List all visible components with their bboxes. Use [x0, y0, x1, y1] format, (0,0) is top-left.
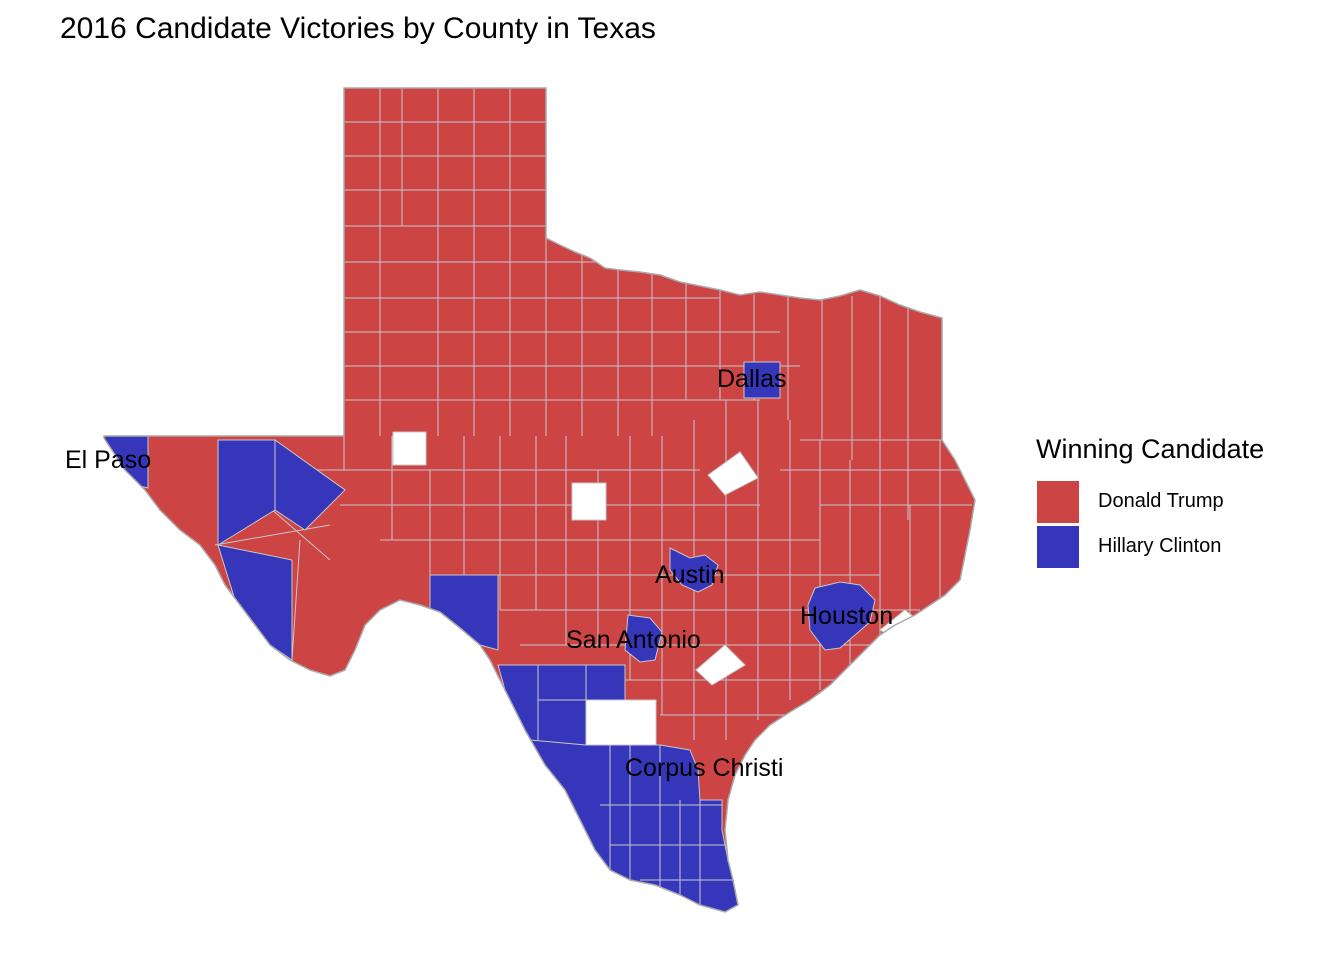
county-brewster [217, 544, 293, 661]
city-label-san-antonio: San Antonio [566, 626, 701, 654]
legend-label-trump: Donald Trump [1098, 490, 1224, 512]
city-labels: El Paso Dallas Austin Houston San Antoni… [65, 365, 893, 782]
city-label-corpus-christi: Corpus Christi [625, 754, 783, 782]
page-title: 2016 Candidate Victories by County in Te… [60, 12, 656, 45]
legend-label-clinton: Hillary Clinton [1098, 535, 1222, 557]
city-label-houston: Houston [800, 602, 893, 630]
county-no-data-3 [707, 451, 759, 496]
clinton-counties [104, 361, 876, 912]
no-data-counties [392, 431, 921, 746]
legend-item-trump: Donald Trump [1036, 479, 1264, 524]
city-label-austin: Austin [655, 561, 724, 589]
county-no-data-1 [392, 431, 427, 466]
county-dallas [743, 361, 781, 399]
city-label-el-paso: El Paso [65, 446, 151, 474]
county-no-data-5 [585, 699, 657, 746]
legend-item-clinton: Hillary Clinton [1036, 524, 1264, 569]
county-harris [807, 581, 876, 651]
county-presidio [274, 439, 346, 531]
panhandle-county-grid [343, 88, 909, 520]
county-bexar [624, 614, 663, 663]
city-label-dallas: Dallas [717, 365, 786, 393]
county-no-data-4 [695, 644, 746, 686]
legend-swatch-trump [1036, 479, 1080, 524]
county-travis [669, 547, 719, 593]
legend-swatch-clinton [1036, 524, 1080, 569]
county-fill-layer [104, 88, 975, 912]
county-no-data-2 [571, 482, 607, 521]
legend-title: Winning Candidate [1036, 434, 1265, 464]
legend: Winning Candidate Donald Trump Hillary C… [1036, 434, 1264, 569]
